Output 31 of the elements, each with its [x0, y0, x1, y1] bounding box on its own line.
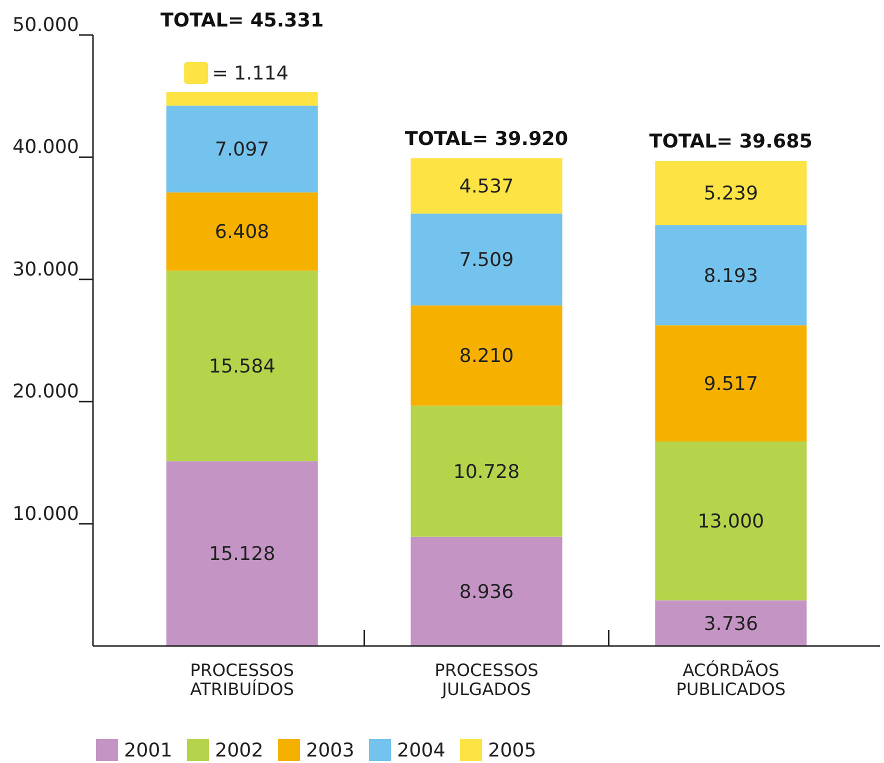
- data-label: 7.509: [459, 249, 514, 272]
- legend-label: 2002: [215, 740, 264, 762]
- total-label: TOTAL= 39.685: [649, 130, 813, 153]
- total-label: TOTAL= 39.920: [404, 128, 568, 150]
- data-label: 5.239: [704, 182, 758, 205]
- y-tick-label: 20.000: [12, 380, 79, 403]
- y-tick-label: 30.000: [12, 258, 79, 280]
- y-tick-label: 40.000: [12, 136, 79, 158]
- y-tick-label: 10.000: [12, 502, 79, 525]
- x-tick-label: PROCESSOS JULGADOS: [434, 661, 538, 700]
- data-label: 7.097: [214, 138, 270, 161]
- data-label: 8.193: [704, 264, 758, 287]
- legend-label: 2004: [397, 740, 446, 762]
- legend-label: 2001: [124, 740, 172, 762]
- data-label: 13.000: [698, 510, 764, 533]
- data-label: 4.537: [459, 176, 514, 198]
- x-tick-label: ACÓRDÃOS PUBLICADOS: [676, 660, 786, 700]
- x-tick-label: PROCESSOS ATRIBUÍDOS: [190, 661, 294, 700]
- data-label: = 1.114: [212, 62, 288, 85]
- data-label: 3.736: [704, 612, 758, 635]
- data-label: 8.936: [459, 581, 514, 604]
- y-tick-label: 50.000: [12, 14, 79, 36]
- legend-label: 2003: [306, 740, 354, 762]
- legend-label: 2005: [488, 740, 536, 762]
- data-label: 9.517: [704, 372, 758, 395]
- data-label: 15.584: [208, 356, 276, 378]
- data-label: 15.128: [208, 543, 276, 566]
- data-label: 8.210: [459, 345, 514, 368]
- total-label: TOTAL= 45.331: [160, 10, 324, 32]
- data-label: 6.408: [214, 221, 270, 244]
- data-label: 10.728: [453, 460, 520, 483]
